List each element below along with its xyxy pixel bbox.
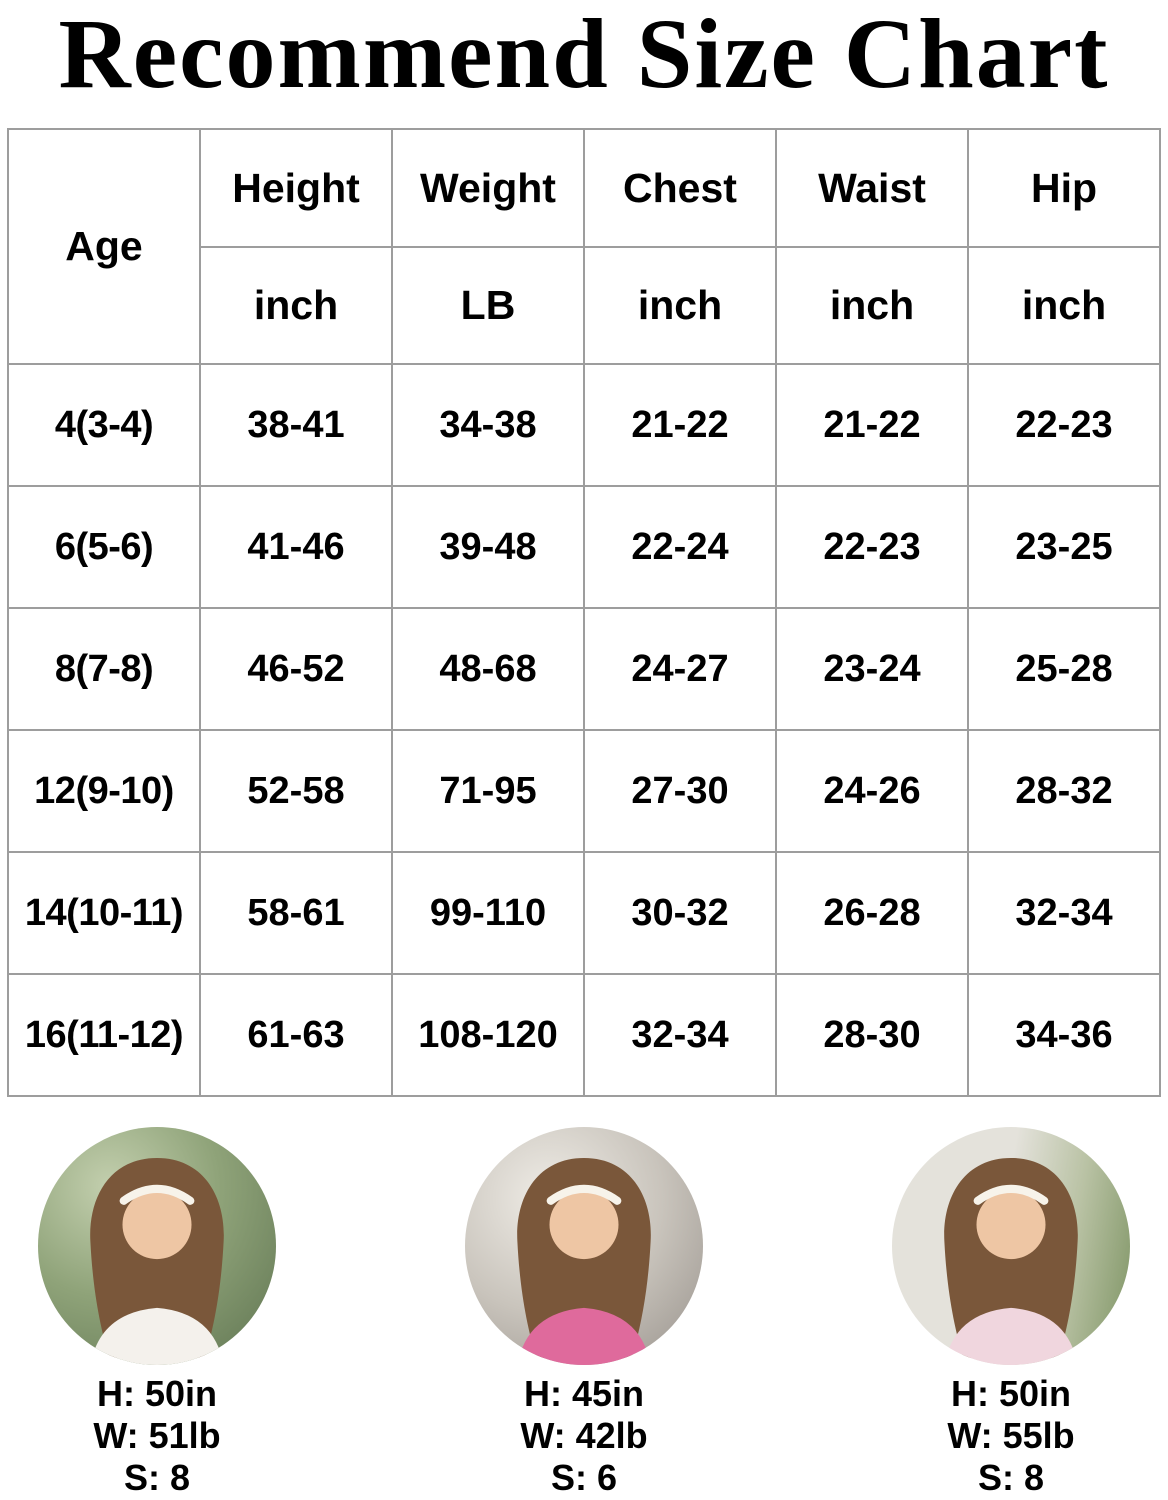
model-weight-stat: W: 42lb	[520, 1415, 648, 1456]
face-shape	[976, 1190, 1046, 1260]
age-cell: 6(5-6)	[7, 485, 201, 609]
girl-portrait-icon	[517, 1157, 651, 1365]
dress-shape	[90, 1307, 224, 1365]
column-header-weight: Weight	[391, 128, 585, 248]
hip-cell: 32-34	[967, 851, 1161, 975]
unit-weight: LB	[391, 246, 585, 365]
model-weight-stat: W: 51lb	[93, 1415, 221, 1456]
height-cell: 41-46	[199, 485, 393, 609]
weight-cell: 99-110	[391, 851, 585, 975]
model-weight-stat: W: 55lb	[947, 1415, 1075, 1456]
age-cell: 12(9-10)	[7, 729, 201, 853]
column-header-hip: Hip	[967, 128, 1161, 248]
model-photo-2	[465, 1127, 703, 1365]
waist-cell: 26-28	[775, 851, 969, 975]
hip-cell: 25-28	[967, 607, 1161, 731]
model-size-stat: S: 8	[123, 1457, 191, 1498]
face-shape	[549, 1190, 619, 1260]
table-row: 8(7-8) 46-52 48-68 24-27 23-24 25-28	[7, 607, 1161, 731]
header-row-units: inch LB inch inch inch	[8, 246, 1161, 365]
waist-cell: 22-23	[775, 485, 969, 609]
column-header-chest: Chest	[583, 128, 777, 248]
height-cell: 61-63	[199, 973, 393, 1097]
model-example-1: H: 50in W: 51lb S: 8	[32, 1127, 282, 1499]
headband-shape	[546, 1184, 622, 1205]
model-height-stat: H: 45in	[523, 1373, 645, 1414]
model-examples: H: 50in W: 51lb S: 8 H: 45in W: 42lb S: …	[0, 1127, 1168, 1499]
weight-cell: 48-68	[391, 607, 585, 731]
age-cell: 16(11-12)	[7, 973, 201, 1097]
height-cell: 58-61	[199, 851, 393, 975]
headband-shape	[973, 1184, 1049, 1205]
column-header-height: Height	[199, 128, 393, 248]
chest-cell: 22-24	[583, 485, 777, 609]
model-example-3: H: 50in W: 55lb S: 8	[886, 1127, 1136, 1499]
model-photo-3	[892, 1127, 1130, 1365]
waist-cell: 24-26	[775, 729, 969, 853]
chest-cell: 27-30	[583, 729, 777, 853]
hip-cell: 23-25	[967, 485, 1161, 609]
headband-shape	[119, 1184, 195, 1205]
column-header-age: Age	[7, 128, 201, 365]
chest-cell: 30-32	[583, 851, 777, 975]
weight-cell: 34-38	[391, 363, 585, 487]
waist-cell: 23-24	[775, 607, 969, 731]
chest-cell: 21-22	[583, 363, 777, 487]
table-row: 6(5-6) 41-46 39-48 22-24 22-23 23-25	[7, 485, 1161, 609]
table-row: 16(11-12) 61-63 108-120 32-34 28-30 34-3…	[7, 973, 1161, 1097]
table-row: 4(3-4) 38-41 34-38 21-22 21-22 22-23	[7, 363, 1161, 487]
waist-cell: 28-30	[775, 973, 969, 1097]
girl-portrait-icon	[944, 1157, 1078, 1365]
unit-hip: inch	[967, 246, 1161, 365]
age-cell: 14(10-11)	[7, 851, 201, 975]
age-cell: 4(3-4)	[7, 363, 201, 487]
hip-cell: 22-23	[967, 363, 1161, 487]
model-height-stat: H: 50in	[950, 1373, 1072, 1414]
unit-waist: inch	[775, 246, 969, 365]
height-cell: 38-41	[199, 363, 393, 487]
page-title: Recommend Size Chart	[58, 0, 1110, 109]
chest-cell: 32-34	[583, 973, 777, 1097]
unit-chest: inch	[583, 246, 777, 365]
unit-height: inch	[199, 246, 393, 365]
girl-portrait-icon	[90, 1157, 224, 1365]
model-height-stat: H: 50in	[96, 1373, 218, 1414]
dress-shape	[944, 1307, 1078, 1365]
hip-cell: 34-36	[967, 973, 1161, 1097]
face-shape	[122, 1190, 192, 1260]
model-size-stat: S: 8	[977, 1457, 1045, 1498]
header-row-measures: Age Height Weight Chest Waist Hip	[7, 128, 1161, 365]
weight-cell: 39-48	[391, 485, 585, 609]
waist-cell: 21-22	[775, 363, 969, 487]
chest-cell: 24-27	[583, 607, 777, 731]
size-chart-table: Age Height Weight Chest Waist Hip inch L…	[7, 128, 1161, 1097]
column-header-waist: Waist	[775, 128, 969, 248]
model-size-stat: S: 6	[550, 1457, 618, 1498]
weight-cell: 108-120	[391, 973, 585, 1097]
model-photo-1	[38, 1127, 276, 1365]
age-cell: 8(7-8)	[7, 607, 201, 731]
hip-cell: 28-32	[967, 729, 1161, 853]
height-cell: 52-58	[199, 729, 393, 853]
weight-cell: 71-95	[391, 729, 585, 853]
model-example-2: H: 45in W: 42lb S: 6	[459, 1127, 709, 1499]
table-row: 14(10-11) 58-61 99-110 30-32 26-28 32-34	[7, 851, 1161, 975]
height-cell: 46-52	[199, 607, 393, 731]
table-row: 12(9-10) 52-58 71-95 27-30 24-26 28-32	[7, 729, 1161, 853]
dress-shape	[517, 1307, 651, 1365]
